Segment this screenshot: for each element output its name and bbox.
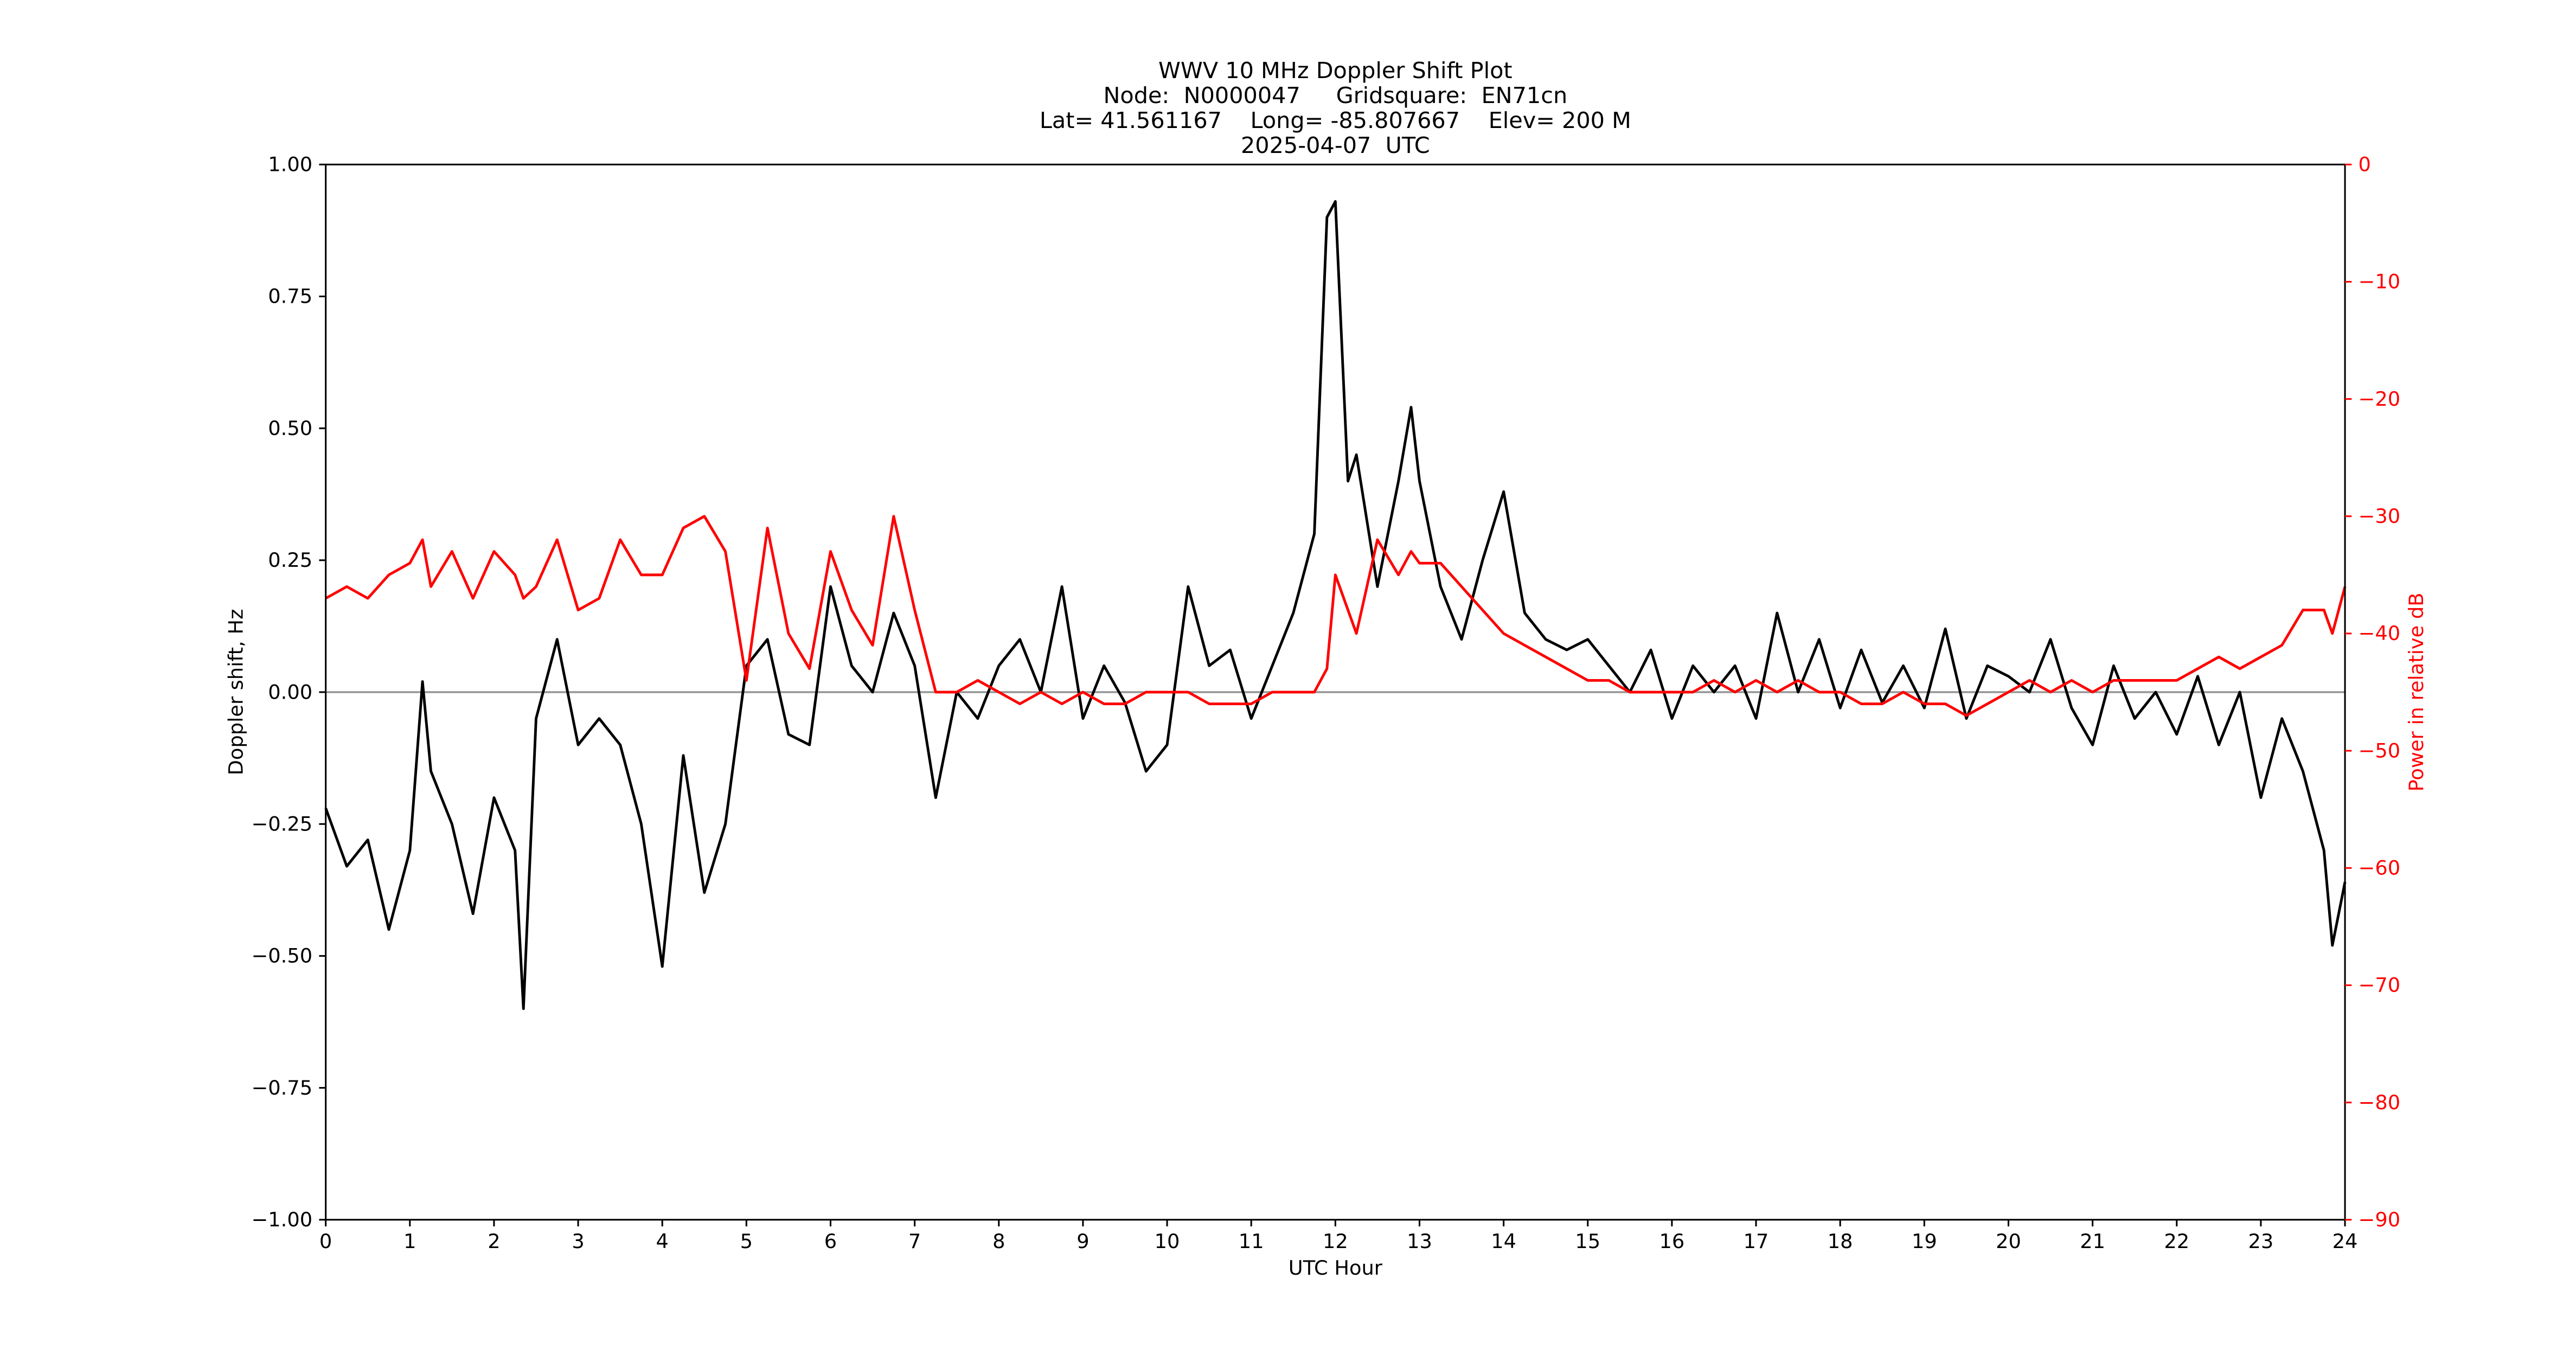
x-tick-label: 1 [403,1230,416,1253]
y2-tick-label: −80 [2359,1091,2401,1114]
x-tick-label: 16 [1659,1230,1685,1253]
y2-tick-label: −20 [2359,387,2401,411]
x-axis-label: UTC Hour [1289,1256,1383,1280]
x-tick-label: 3 [572,1230,584,1253]
x-tick-label: 20 [1996,1230,2021,1253]
x-tick-label: 12 [1323,1230,1348,1253]
chart-title: Node: N0000047 Gridsquare: EN71cn [1103,82,1567,108]
y2-tick-label: 0 [2359,153,2371,176]
x-tick-label: 7 [908,1230,921,1253]
x-tick-label: 17 [1744,1230,1769,1253]
x-tick-label: 13 [1407,1230,1432,1253]
x-tick-label: 10 [1155,1230,1180,1253]
y2-tick-label: −10 [2359,270,2401,293]
x-tick-label: 11 [1239,1230,1264,1253]
y-tick-label: −1.00 [251,1208,312,1231]
y-tick-label: 0.75 [268,285,312,308]
x-tick-label: 22 [2164,1230,2189,1253]
y2-tick-label: −50 [2359,739,2401,762]
y2-tick-label: −70 [2359,974,2401,997]
x-tick-label: 0 [319,1230,332,1253]
chart-title: WWV 10 MHz Doppler Shift Plot [1158,57,1513,84]
x-tick-label: 21 [2080,1230,2105,1253]
data-line [324,200,2347,1010]
x-tick-label: 9 [1076,1230,1089,1253]
y2-axis-label: Power in relative dB [2405,593,2428,792]
y-tick-label: 0.50 [268,417,312,440]
y2-tick-label: −60 [2359,856,2401,880]
y-tick-label: 0.25 [268,548,312,572]
data-line [325,515,2347,717]
x-tick-label: 4 [656,1230,669,1253]
x-tick-label: 6 [824,1230,837,1253]
x-tick-label: 14 [1491,1230,1516,1253]
x-tick-label: 8 [992,1230,1005,1253]
x-tick-label: 18 [1828,1230,1853,1253]
x-tick-label: 24 [2333,1230,2358,1253]
x-tick-label: 5 [740,1230,753,1253]
y-tick-label: 1.00 [268,153,312,176]
y-tick-label: −0.50 [251,944,312,968]
y2-tick-label: −30 [2359,504,2401,528]
x-tick-label: 15 [1575,1230,1600,1253]
x-tick-label: 23 [2248,1230,2274,1253]
y-axis-label: Doppler shift, Hz [224,609,247,776]
y2-tick-label: −40 [2359,622,2401,645]
chart-title: 2025-04-07 UTC [1241,132,1430,158]
y-tick-label: −0.25 [251,812,312,835]
y-tick-label: 0.00 [268,680,312,703]
chart-title: Lat= 41.561167 Long= -85.807667 Elev= 20… [1040,107,1631,133]
y2-tick-label: −90 [2359,1208,2401,1231]
y-tick-label: −0.75 [251,1076,312,1099]
x-tick-label: 19 [1912,1230,1937,1253]
x-tick-label: 2 [488,1230,500,1253]
